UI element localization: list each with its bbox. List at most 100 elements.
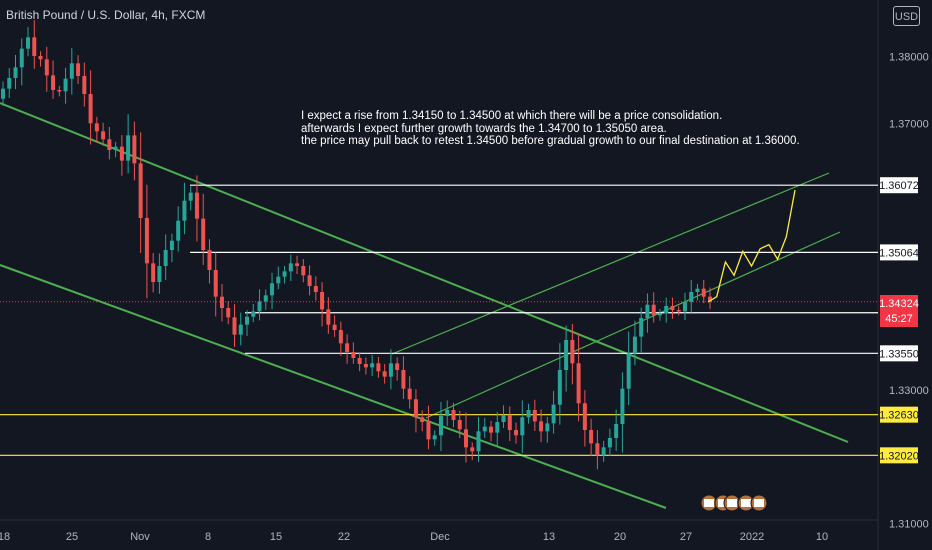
candle-body: [282, 271, 287, 277]
price-tick-label: 1.33000: [889, 385, 929, 397]
price-tick-label: 1.37000: [889, 118, 929, 130]
rising-channel-upper-line[interactable]: [391, 172, 830, 355]
candle-body: [295, 263, 300, 266]
candle-body: [664, 306, 669, 314]
candle-body: [326, 309, 331, 325]
candle-body: [38, 56, 43, 60]
trend-lines[interactable]: [0, 102, 849, 509]
time-axis[interactable]: 18 25 Nov 8 15 22 Dec 13 20 27 2022 10: [0, 531, 828, 543]
candle-body: [7, 78, 12, 89]
candle-body: [113, 146, 118, 150]
candle-body: [257, 301, 262, 312]
candle-body: [132, 135, 137, 164]
candle-body: [226, 308, 231, 318]
candle-body: [620, 388, 625, 424]
candle-body: [44, 59, 49, 76]
time-tick-label: 25: [66, 531, 78, 543]
level-price-box: [880, 406, 918, 423]
event-flag-icon-inner: [704, 499, 714, 507]
time-tick-label: 20: [614, 531, 626, 543]
projection-path[interactable]: [707, 189, 796, 303]
economic-event-markers[interactable]: [700, 494, 768, 512]
candle-body: [351, 352, 356, 358]
candle-body: [57, 90, 62, 92]
candle-body: [263, 295, 268, 302]
candle-body: [307, 275, 312, 286]
candle-body: [570, 340, 575, 364]
candle-body: [401, 370, 406, 389]
candle-body: [482, 426, 487, 432]
candle-body: [407, 388, 412, 400]
channel-upper-line[interactable]: [0, 102, 849, 443]
candle-body: [232, 317, 237, 335]
candle-body: [451, 410, 456, 420]
price-tick-label: 1.38000: [889, 52, 929, 64]
event-flag-icon-inner: [754, 499, 764, 507]
candle-body: [169, 240, 174, 250]
candle-body: [632, 336, 637, 354]
candle-body: [88, 94, 93, 124]
level-price-box: [880, 244, 918, 261]
candle-body: [476, 431, 481, 452]
candle-body: [26, 37, 31, 49]
time-tick-label: 8: [205, 531, 211, 543]
candle-body: [163, 250, 168, 266]
rising-channel-lower-line[interactable]: [425, 231, 841, 419]
candle-body: [645, 304, 650, 318]
candle-body: [219, 296, 224, 308]
candle-body: [426, 422, 431, 440]
candle-body: [276, 276, 281, 284]
horizontal-levels[interactable]: [0, 184, 878, 456]
candle-body: [357, 358, 362, 364]
level-price-text: 1.36072: [879, 180, 919, 192]
level-price-text: 1.33550: [879, 348, 919, 360]
annotation-line: I expect a rise from 1.34150 to 1.34500 …: [301, 110, 723, 122]
text-annotation[interactable]: I expect a rise from 1.34150 to 1.34500 …: [301, 110, 800, 148]
candle-body: [520, 417, 525, 436]
symbol-title[interactable]: British Pound / U.S. Dollar, 4h, FXCM: [6, 8, 206, 22]
candle-body: [94, 123, 99, 132]
event-flag-icon-inner: [718, 499, 728, 507]
time-tick-label: 15: [270, 531, 282, 543]
level-price-box: [880, 447, 918, 464]
time-tick-label: 10: [816, 531, 828, 543]
candlesticks: [1, 20, 712, 470]
candle-body: [701, 288, 706, 297]
candle-body: [607, 438, 612, 448]
time-tick-label: 13: [543, 531, 555, 543]
candle-body: [32, 37, 37, 56]
candle-body: [432, 435, 437, 440]
candle-body: [489, 426, 494, 433]
candle-body: [539, 421, 544, 432]
candle-body: [651, 304, 656, 316]
candle-body: [545, 423, 550, 432]
candle-body: [507, 415, 512, 430]
candle-body: [188, 192, 193, 201]
candle-body: [595, 443, 600, 456]
current-price-label: 1.34324 45:27: [879, 295, 919, 327]
time-tick-label: Dec: [430, 531, 450, 543]
candle-body: [345, 343, 350, 352]
candle-body: [501, 415, 506, 422]
candle-body: [126, 135, 131, 161]
candle-body: [695, 288, 700, 292]
candle-body: [601, 447, 606, 456]
candle-body: [676, 310, 681, 312]
currency-selector[interactable]: USD: [893, 6, 920, 26]
candle-body: [320, 292, 325, 310]
candle-body: [157, 266, 162, 282]
channel-lower-line[interactable]: [0, 264, 667, 509]
current-price-value: 1.34324: [879, 298, 919, 310]
candle-body: [376, 363, 381, 372]
candle-body: [332, 324, 337, 330]
price-tick-label: 1.31000: [889, 518, 929, 530]
candle-body: [301, 266, 306, 276]
price-axis[interactable]: 1.38000 1.37000 1.33000 1.31000: [889, 52, 929, 531]
candle-body: [119, 146, 124, 161]
candle-body: [207, 250, 212, 270]
candle-body: [82, 76, 87, 94]
candle-body: [363, 364, 368, 368]
event-flag-icon-inner: [727, 499, 737, 507]
